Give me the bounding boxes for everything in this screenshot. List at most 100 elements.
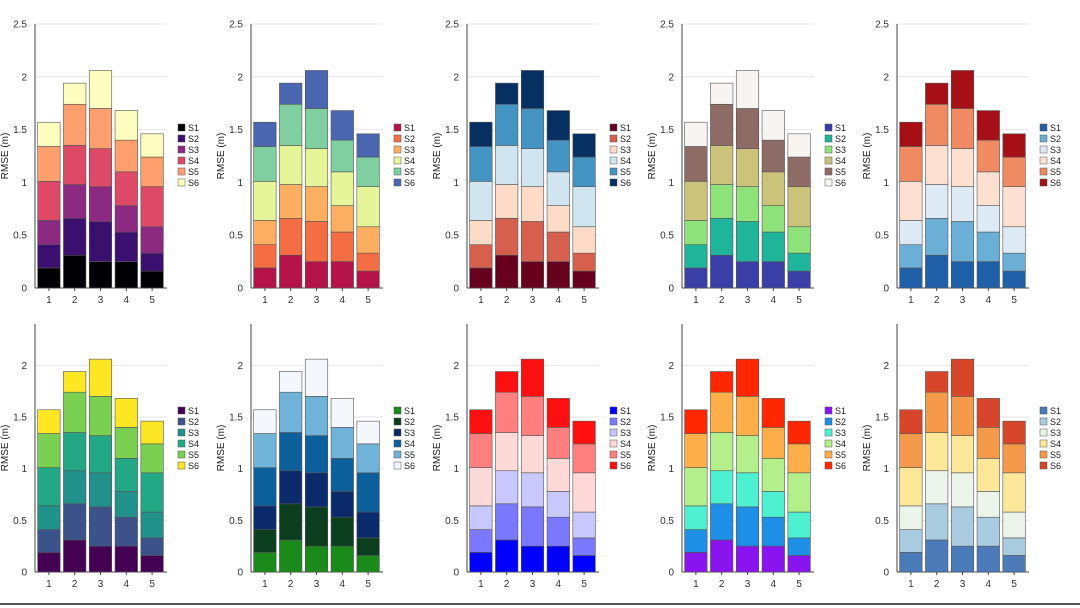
bar-segment-s4-cat-5	[572, 186, 596, 228]
bar-segment-s2-cat-4	[330, 516, 354, 547]
y-tick-label: 1	[453, 178, 459, 189]
legend-label-s4: S4	[835, 156, 846, 166]
x-tick-label: 5	[365, 579, 371, 590]
legend-label-s5: S5	[1050, 450, 1061, 460]
y-tick-label: 2	[237, 72, 243, 83]
bar-segment-s2-cat-4	[976, 516, 1000, 547]
bar-segment-s5-cat-2	[710, 391, 734, 433]
legend-swatch-s5	[393, 167, 402, 176]
legend-label-s4: S4	[1050, 156, 1061, 166]
x-tick-label: 2	[719, 579, 725, 590]
x-tick-label: 3	[960, 295, 966, 306]
legend-swatch-s5	[824, 167, 833, 176]
bar-segment-s5-cat-3	[520, 108, 545, 149]
y-axis-label: RMSE (m)	[0, 133, 11, 180]
y-tick-label: 1.5	[13, 125, 27, 136]
bar-segment-s6-cat-4	[114, 398, 138, 428]
legend-swatch-s1	[824, 406, 833, 415]
y-tick-label: 1.5	[445, 125, 459, 136]
bar-segment-s4-cat-2	[925, 432, 949, 472]
bar-segment-s4-cat-5	[356, 472, 380, 513]
legend-swatch-s6	[609, 461, 618, 470]
legend-label-s2: S2	[188, 417, 199, 427]
bar-segment-s1-cat-1	[37, 552, 61, 573]
bar-segment-s3-cat-1	[37, 220, 61, 246]
bar-segment-s1-cat-5	[572, 555, 596, 573]
x-tick-label: 5	[1011, 579, 1017, 590]
bar-segment-s4-cat-1	[469, 467, 493, 507]
x-tick-label: 1	[262, 295, 268, 306]
bar-segment-s1-cat-2	[63, 254, 87, 289]
bar-segment-s5-cat-2	[495, 103, 519, 146]
x-tick-label: 4	[986, 579, 992, 590]
bar-segment-s2-cat-1	[684, 529, 708, 553]
legend-label-s3: S3	[835, 145, 846, 155]
bar-segment-s6-cat-4	[330, 110, 354, 141]
legend-label-s3: S3	[1050, 428, 1061, 438]
x-tick-label: 2	[72, 579, 78, 590]
bar-segment-s1-cat-2	[495, 254, 519, 289]
bar-segment-s1-cat-5	[356, 555, 380, 573]
x-tick-label: 5	[796, 579, 802, 590]
bar-segment-s5-cat-1	[253, 433, 277, 468]
bar-segment-s3-cat-5	[787, 511, 811, 539]
legend-swatch-s6	[609, 178, 618, 187]
x-tick-label: 5	[1011, 295, 1017, 306]
bar-segment-s2-cat-2	[279, 218, 303, 256]
x-tick-label: 4	[986, 295, 992, 306]
legend-label-s2: S2	[404, 417, 415, 427]
bar-segment-s4-cat-1	[253, 181, 277, 221]
x-tick-label: 3	[314, 295, 320, 306]
legend-label-s3: S3	[404, 145, 415, 155]
legend-swatch-s5	[1039, 167, 1048, 176]
bar-segment-s3-cat-1	[684, 505, 708, 530]
bar-segment-s5-cat-1	[37, 146, 61, 182]
bar-segment-s2-cat-4	[546, 231, 570, 262]
legend-swatch-s2	[393, 417, 402, 426]
x-tick-label: 5	[796, 295, 802, 306]
y-tick-label: 0	[453, 568, 459, 579]
bar-segment-s2-cat-4	[330, 231, 354, 262]
bar-segment-s3-cat-2	[63, 184, 87, 219]
legend-label-s3: S3	[620, 145, 631, 155]
bar-segment-s1-cat-1	[684, 267, 708, 289]
y-tick-label: 1	[668, 178, 674, 189]
y-tick-label: 1.5	[13, 413, 27, 424]
bar-segment-s1-cat-4	[114, 261, 138, 289]
bar-segment-s1-cat-3	[735, 261, 760, 289]
bar-segment-s6-cat-2	[495, 82, 519, 105]
bar-segment-s2-cat-2	[279, 503, 303, 541]
bar-segment-s1-cat-2	[63, 539, 87, 573]
x-tick-label: 2	[288, 295, 294, 306]
bar-segment-s3-cat-1	[899, 220, 923, 246]
y-tick-label: 1.5	[875, 125, 889, 136]
bar-segment-s1-cat-3	[520, 261, 545, 289]
bar-segment-s6-cat-3	[88, 358, 113, 397]
bar-segment-s3-cat-1	[37, 505, 61, 530]
legend-label-s1: S1	[835, 406, 846, 416]
legend-swatch-s6	[824, 461, 833, 470]
y-tick-label: 2	[237, 361, 243, 372]
legend-label-s2: S2	[835, 134, 846, 144]
bar-segment-s6-cat-2	[925, 82, 949, 105]
bar-segment-s3-cat-5	[356, 511, 380, 539]
bar-segment-s4-cat-3	[950, 435, 975, 474]
bar-segment-s4-cat-5	[1002, 186, 1026, 228]
y-axis-label: RMSE (m)	[647, 133, 658, 180]
legend-swatch-s3	[177, 428, 186, 437]
legend-label-s5: S5	[404, 450, 415, 460]
y-tick-label: 1	[21, 178, 27, 189]
y-axis-label: RMSE (m)	[432, 425, 443, 472]
x-tick-label: 1	[46, 295, 52, 306]
legend-label-s6: S6	[188, 178, 199, 188]
y-tick-label: 0	[237, 284, 243, 295]
bar-segment-s1-cat-4	[761, 261, 785, 289]
bar-segment-s4-cat-3	[304, 435, 329, 474]
bar-segment-s4-cat-2	[925, 145, 949, 185]
x-tick-label: 2	[504, 579, 510, 590]
bar-segment-s6-cat-5	[140, 133, 164, 158]
